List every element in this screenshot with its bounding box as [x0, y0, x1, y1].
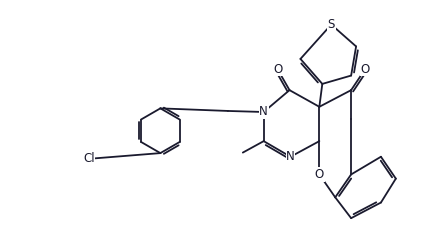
Text: Cl: Cl — [83, 152, 95, 165]
Text: O: O — [360, 63, 370, 76]
Text: O: O — [315, 168, 324, 181]
Text: S: S — [328, 18, 335, 31]
Text: N: N — [259, 105, 268, 119]
Text: N: N — [286, 150, 295, 163]
Text: O: O — [273, 63, 282, 76]
